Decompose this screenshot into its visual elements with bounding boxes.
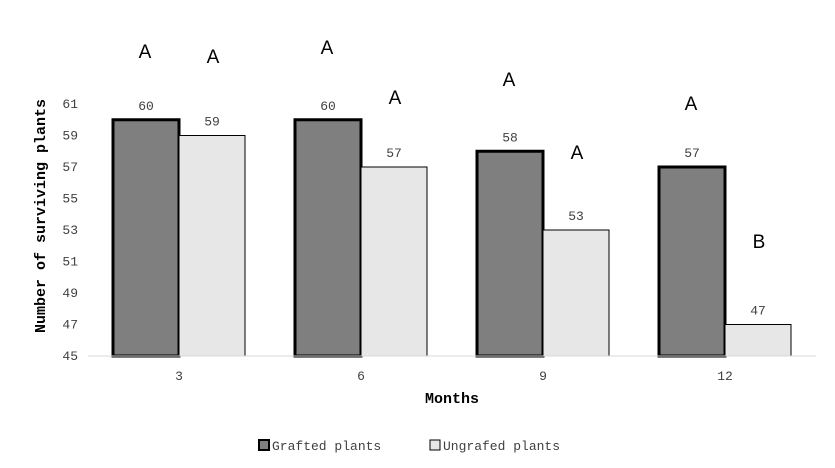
legend: Grafted plants Ungrafed plants (258, 439, 560, 454)
letter-grafted-3: A (139, 42, 152, 63)
bar-ungrafted-9 (542, 229, 610, 357)
y-tick-label-59: 59 (62, 129, 78, 144)
value-labels-layer: 60 59 60 57 58 53 57 47 (138, 99, 766, 319)
value-label-grafted-3: 60 (138, 99, 154, 114)
value-label-grafted-6: 60 (320, 99, 336, 114)
letter-ungrafted-12: B (753, 232, 766, 253)
bar-grafted-9 (475, 149, 545, 358)
value-label-ungrafted-6: 57 (386, 146, 402, 161)
bar-grafted-12 (657, 165, 727, 358)
y-tick-label-45: 45 (62, 349, 78, 364)
value-label-ungrafted-3: 59 (204, 115, 220, 130)
legend-grafted-label: Grafted plants (272, 439, 381, 454)
bar-ungrafted-12 (724, 324, 792, 357)
value-label-grafted-12: 57 (684, 146, 700, 161)
significance-letters-layer: A A A A A A A B (139, 38, 766, 253)
letter-ungrafted-9: A (571, 143, 584, 164)
letter-grafted-12: A (685, 94, 698, 115)
letter-grafted-6: A (321, 38, 334, 59)
y-tick-labels: 45 47 49 51 53 55 57 59 61 (62, 97, 78, 364)
x-tick-labels: 3 6 9 12 (175, 369, 733, 384)
legend-grafted-swatch (258, 439, 270, 451)
value-label-grafted-9: 58 (502, 130, 518, 145)
bars-layer (111, 118, 792, 358)
y-tick-label-47: 47 (62, 318, 78, 333)
bar-ungrafted-3 (178, 135, 246, 357)
y-tick-label-55: 55 (62, 192, 78, 207)
bar-ungrafted-6 (360, 166, 428, 357)
letter-grafted-9: A (503, 70, 516, 91)
legend-ungrafted-swatch (429, 439, 441, 451)
value-label-ungrafted-9: 53 (568, 209, 584, 224)
value-label-ungrafted-12: 47 (750, 304, 766, 319)
y-tick-label-61: 61 (62, 97, 78, 112)
legend-ungrafted-label: Ungrafed plants (443, 439, 560, 454)
y-axis-label: Number of surviving plants (33, 99, 50, 333)
x-tick-label-12: 12 (717, 369, 733, 384)
y-tick-label-51: 51 (62, 255, 78, 270)
x-axis-label: Months (425, 391, 479, 408)
letter-ungrafted-6: A (389, 88, 402, 109)
bar-grafted-3 (111, 118, 181, 358)
y-tick-label-49: 49 (62, 286, 78, 301)
x-tick-label-9: 9 (539, 369, 547, 384)
y-tick-label-57: 57 (62, 160, 78, 175)
letter-ungrafted-3: A (207, 47, 220, 68)
x-tick-label-6: 6 (357, 369, 365, 384)
y-tick-label-53: 53 (62, 223, 78, 238)
x-tick-label-3: 3 (175, 369, 183, 384)
bar-grafted-6 (293, 118, 363, 358)
